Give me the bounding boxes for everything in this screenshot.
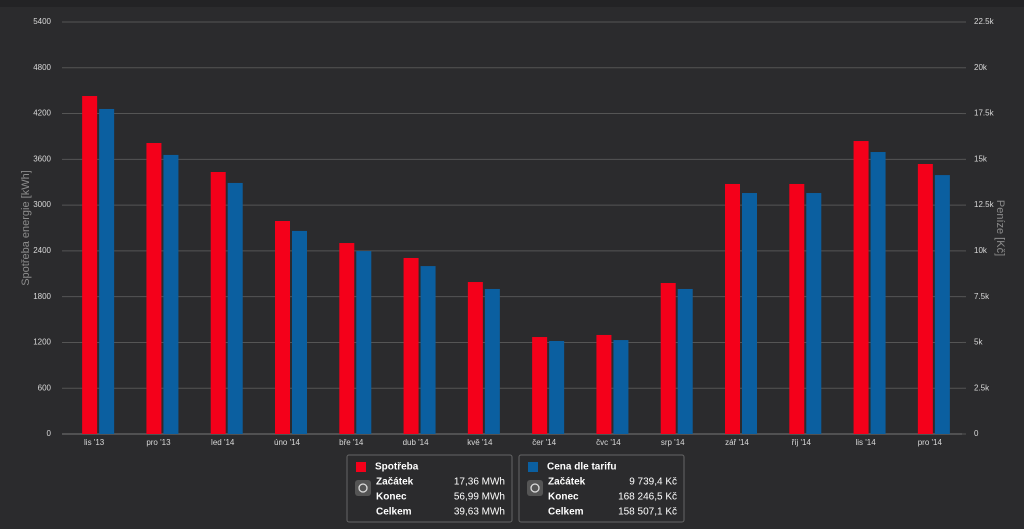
summary-label: Celkem bbox=[376, 507, 412, 518]
bar[interactable] bbox=[146, 143, 162, 434]
summary-label: Začátek bbox=[548, 477, 586, 488]
y2-tick-label: 0 bbox=[974, 429, 979, 438]
bar[interactable] bbox=[532, 337, 548, 434]
y-tick-label: 3600 bbox=[33, 154, 51, 163]
x-tick-label: čvc '14 bbox=[596, 438, 621, 447]
bar[interactable] bbox=[420, 266, 436, 434]
legend-panel bbox=[346, 454, 513, 523]
bar[interactable] bbox=[596, 334, 612, 434]
bar[interactable] bbox=[934, 175, 950, 435]
y-tick-label: 4800 bbox=[33, 63, 51, 72]
bar[interactable] bbox=[292, 230, 307, 434]
summary-value: 39,63 MWh bbox=[454, 507, 505, 518]
bar[interactable] bbox=[210, 171, 226, 434]
reset-icon bbox=[358, 483, 368, 493]
y-tick-label: 600 bbox=[38, 383, 52, 392]
x-tick-label: zář '14 bbox=[725, 438, 749, 447]
bar[interactable] bbox=[917, 163, 933, 434]
bar[interactable] bbox=[870, 152, 886, 434]
bar[interactable] bbox=[227, 182, 243, 434]
bar[interactable] bbox=[613, 340, 629, 434]
summary-value: 168 246,5 Kč bbox=[618, 492, 677, 503]
summary-value: 9 739,4 Kč bbox=[629, 477, 677, 488]
toolbar bbox=[0, 0, 1024, 7]
bar[interactable] bbox=[467, 282, 483, 434]
y-tick-label: 0 bbox=[47, 429, 52, 438]
x-tick-label: pro '13 bbox=[146, 438, 171, 447]
x-tick-label: srp '14 bbox=[661, 438, 685, 447]
summary-value: 56,99 MWh bbox=[454, 492, 505, 503]
bar[interactable] bbox=[725, 183, 740, 434]
summary-label: Konec bbox=[376, 492, 407, 503]
y-tick-label: 4200 bbox=[33, 109, 51, 118]
bar[interactable] bbox=[339, 243, 355, 434]
y2-tick-label: 17.5k bbox=[974, 109, 995, 118]
y-axis-title: Spotřeba energie [kWh] bbox=[20, 170, 32, 286]
y2-tick-label: 22.5k bbox=[974, 17, 995, 26]
y2-tick-label: 10k bbox=[974, 246, 988, 255]
bar[interactable] bbox=[789, 183, 805, 434]
reset-button[interactable] bbox=[355, 480, 371, 496]
x-tick-label: lis '13 bbox=[84, 438, 105, 447]
bar[interactable] bbox=[484, 288, 500, 434]
x-tick-label: lis '14 bbox=[855, 438, 876, 447]
y2-tick-label: 12.5k bbox=[974, 200, 995, 209]
y2-tick-label: 5k bbox=[974, 338, 983, 347]
summary-label: Začátek bbox=[376, 477, 414, 488]
summary-label: Konec bbox=[548, 492, 579, 503]
bar[interactable] bbox=[660, 283, 676, 434]
bar[interactable] bbox=[403, 257, 419, 434]
bar[interactable] bbox=[82, 96, 98, 434]
legend-label[interactable]: Cena dle tarifu bbox=[547, 462, 616, 473]
bar[interactable] bbox=[163, 154, 179, 434]
legend-label[interactable]: Spotřeba bbox=[375, 462, 419, 473]
summary-label: Celkem bbox=[548, 507, 584, 518]
bar[interactable] bbox=[806, 193, 822, 434]
x-tick-label: úno '14 bbox=[274, 438, 301, 447]
y-tick-label: 1800 bbox=[33, 292, 51, 301]
y-tick-label: 2400 bbox=[33, 246, 51, 255]
bar[interactable] bbox=[275, 220, 290, 434]
summary-value: 17,36 MWh bbox=[454, 477, 505, 488]
x-tick-label: kvě '14 bbox=[467, 438, 493, 447]
bar[interactable] bbox=[677, 288, 693, 434]
y2-tick-label: 15k bbox=[974, 154, 988, 163]
x-tick-label: říj '14 bbox=[792, 438, 812, 447]
y2-axis-title: Peníze [Kč] bbox=[994, 200, 1006, 256]
bar[interactable] bbox=[742, 193, 757, 434]
legend-swatch[interactable] bbox=[528, 462, 538, 472]
x-tick-label: čer '14 bbox=[532, 438, 556, 447]
y-tick-label: 3000 bbox=[33, 200, 51, 209]
y-tick-label: 5400 bbox=[33, 17, 51, 26]
summary-value: 158 507,1 Kč bbox=[618, 507, 677, 518]
y2-tick-label: 7.5k bbox=[974, 292, 990, 301]
x-tick-label: led '14 bbox=[211, 438, 235, 447]
y2-tick-label: 2.5k bbox=[974, 383, 990, 392]
y-tick-label: 1200 bbox=[33, 338, 51, 347]
bar[interactable] bbox=[853, 141, 869, 434]
reset-button[interactable] bbox=[527, 480, 543, 496]
x-tick-label: dub '14 bbox=[403, 438, 430, 447]
x-tick-label: pro '14 bbox=[918, 438, 943, 447]
bar[interactable] bbox=[549, 340, 565, 434]
bar[interactable] bbox=[356, 251, 372, 434]
legend-swatch[interactable] bbox=[356, 462, 366, 472]
reset-icon bbox=[530, 483, 540, 493]
bar[interactable] bbox=[99, 108, 115, 434]
y2-tick-label: 20k bbox=[974, 63, 988, 72]
legend-panel bbox=[518, 454, 685, 523]
x-tick-label: bře '14 bbox=[339, 438, 364, 447]
